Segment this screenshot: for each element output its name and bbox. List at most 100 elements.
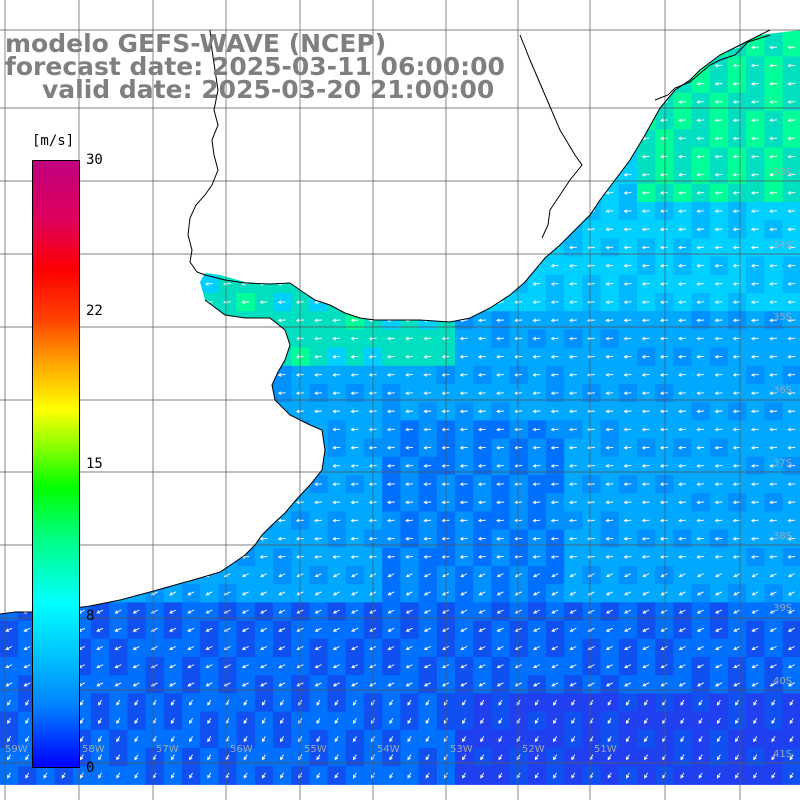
wind-arrow: [660, 627, 668, 632]
wind-arrow: [259, 536, 268, 541]
wind-arrow: [352, 717, 357, 724]
wind-arrow: [732, 172, 741, 177]
wind-arrow: [205, 645, 213, 650]
wind-arrow: [733, 645, 741, 650]
wind-arrow: [787, 627, 795, 632]
wind-arrow: [260, 645, 268, 650]
wind-arrow: [735, 772, 739, 779]
wind-arrow: [750, 464, 759, 468]
wind-arrow: [514, 373, 523, 377]
wind-arrow: [680, 717, 685, 724]
wind-arrow: [714, 227, 723, 232]
wind-arrow: [568, 555, 577, 559]
wind-arrow: [332, 318, 341, 323]
wind-arrow: [114, 627, 122, 632]
wind-arrow: [423, 591, 431, 596]
wind-arrow: [314, 318, 323, 323]
wind-arrow: [514, 391, 523, 396]
wind-arrow: [277, 300, 286, 305]
wind-arrow: [641, 464, 650, 468]
wind-arrow: [623, 227, 632, 232]
wind-arrow: [715, 591, 723, 596]
wind-arrow: [641, 536, 650, 541]
wind-arrow: [787, 282, 796, 286]
wind-arrow: [750, 373, 759, 377]
wind-arrow: [771, 699, 776, 706]
wind-arrow: [425, 736, 430, 743]
coastline-north: [654, 34, 771, 101]
wind-arrow: [170, 736, 175, 743]
wind-arrow: [425, 717, 430, 724]
wind-arrow: [25, 772, 30, 779]
wind-arrow: [98, 736, 102, 743]
wind-arrow: [25, 699, 30, 706]
wind-arrow: [678, 664, 686, 669]
wind-arrow: [551, 664, 559, 669]
wind-arrow: [405, 391, 414, 396]
wind-arrow: [514, 427, 523, 432]
wind-arrow: [659, 245, 668, 250]
wind-arrow: [678, 445, 687, 450]
wind-arrow: [23, 682, 31, 687]
wind-arrow: [189, 699, 193, 706]
wind-arrow: [769, 354, 778, 359]
wind-arrow: [641, 427, 650, 432]
wind-arrow: [771, 717, 776, 724]
wind-arrow: [187, 591, 195, 596]
wind-arrow: [714, 318, 723, 323]
wind-arrow: [332, 373, 341, 377]
wind-arrow: [496, 318, 505, 323]
wind-arrow: [623, 518, 632, 523]
wind-arrow: [587, 682, 595, 687]
wind-arrow: [460, 609, 468, 614]
wind-arrow: [243, 699, 248, 706]
wind-arrow: [605, 627, 613, 632]
wind-arrow: [496, 664, 504, 669]
wind-arrow: [532, 282, 541, 286]
wind-arrow: [514, 300, 523, 305]
wind-arrow: [98, 717, 102, 724]
wind-arrow: [750, 518, 759, 523]
wind-arrow: [678, 391, 687, 396]
wind-arrow: [641, 336, 650, 341]
wind-arrow: [642, 591, 650, 596]
wind-arrow: [659, 482, 668, 487]
coastline-south-america: [187, 29, 771, 323]
wind-arrow: [332, 445, 341, 450]
wind-arrow: [386, 482, 395, 487]
wind-arrow: [750, 536, 759, 541]
wind-arrow: [496, 373, 505, 377]
wind-arrow: [787, 227, 796, 232]
wind-arrow: [750, 336, 759, 341]
wind-arrow: [550, 354, 559, 359]
wind-arrow: [716, 699, 721, 706]
wind-arrow: [550, 263, 559, 268]
wind-arrow: [407, 717, 412, 724]
wind-arrow: [459, 336, 468, 341]
wind-arrow: [787, 263, 796, 268]
wind-arrow: [480, 699, 485, 706]
wind-arrow: [735, 717, 739, 724]
wind-arrow: [98, 754, 102, 761]
wind-arrow: [534, 736, 539, 743]
wind-arrow: [187, 682, 195, 687]
wind-arrow: [587, 573, 595, 578]
wind-arrow: [423, 664, 431, 669]
wind-arrow: [605, 482, 614, 487]
wind-arrow: [569, 591, 577, 596]
wind-arrow: [550, 555, 559, 559]
wind-arrow: [553, 736, 557, 743]
wind-arrow: [733, 609, 741, 614]
wind-arrow: [551, 609, 559, 614]
wind-arrow: [732, 300, 741, 305]
wind-arrow: [787, 518, 796, 523]
wind-arrow: [534, 772, 539, 779]
wind-arrow: [641, 391, 650, 396]
wind-arrow: [750, 282, 759, 286]
wind-arrow: [641, 409, 650, 414]
wind-arrow: [642, 609, 650, 614]
wind-arrow: [678, 263, 687, 268]
wind-arrow: [187, 609, 195, 614]
wind-arrow: [678, 464, 687, 468]
wind-arrow: [407, 736, 412, 743]
